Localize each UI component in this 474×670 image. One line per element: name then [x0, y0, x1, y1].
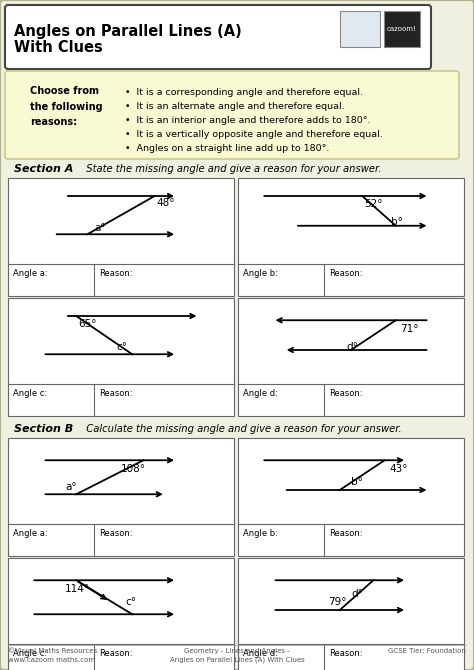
FancyBboxPatch shape [5, 5, 431, 69]
FancyBboxPatch shape [5, 71, 459, 159]
Bar [238, 558, 464, 670]
Text: 71°: 71° [400, 324, 419, 334]
Bar [340, 11, 380, 47]
Text: State the missing angle and give a reason for your answer.: State the missing angle and give a reaso… [80, 164, 382, 174]
Text: Reason:: Reason: [329, 649, 363, 658]
Text: a°: a° [65, 482, 77, 492]
Text: Reason:: Reason: [99, 389, 132, 398]
Bar [238, 298, 464, 416]
Text: c°: c° [126, 597, 137, 607]
Text: 43°: 43° [389, 464, 408, 474]
Bar [8, 558, 234, 670]
Text: cazoom!: cazoom! [387, 26, 417, 32]
Text: Section B: Section B [14, 424, 73, 434]
Text: Angle b:: Angle b: [243, 269, 278, 278]
Bar [8, 298, 234, 416]
Bar [384, 11, 420, 47]
Bar [238, 438, 464, 556]
Text: Angles on Parallel Lines (A): Angles on Parallel Lines (A) [14, 24, 242, 39]
Text: 114°: 114° [65, 584, 90, 594]
Text: Angle c:: Angle c: [13, 649, 47, 658]
Text: Calculate the missing angle and give a reason for your answer.: Calculate the missing angle and give a r… [80, 424, 401, 434]
Text: ©Visual Maths Resources
www.cazoom maths.com: ©Visual Maths Resources www.cazoom maths… [8, 648, 97, 663]
Text: Angle a:: Angle a: [13, 529, 47, 538]
Bar [8, 178, 234, 296]
Text: •  It is a vertically opposite angle and therefore equal.: • It is a vertically opposite angle and … [125, 130, 383, 139]
Text: 79°: 79° [328, 597, 347, 607]
Text: Reason:: Reason: [329, 269, 363, 278]
Text: c°: c° [117, 342, 128, 352]
Text: Choose from
the following
reasons:: Choose from the following reasons: [30, 86, 103, 127]
Text: •  It is an alternate angle and therefore equal.: • It is an alternate angle and therefore… [125, 102, 345, 111]
Text: Reason:: Reason: [329, 529, 363, 538]
Text: Angle a:: Angle a: [13, 269, 47, 278]
Text: Angle c:: Angle c: [13, 389, 47, 398]
Text: 48°: 48° [157, 198, 175, 208]
Text: •  Angles on a straight line add up to 180°.: • Angles on a straight line add up to 18… [125, 144, 329, 153]
Text: d°: d° [351, 589, 363, 599]
Text: b°: b° [351, 477, 363, 487]
Text: d°: d° [346, 342, 358, 352]
Text: Angle b:: Angle b: [243, 529, 278, 538]
Text: Reason:: Reason: [329, 389, 363, 398]
Text: Angle d:: Angle d: [243, 389, 278, 398]
Text: Angle d:: Angle d: [243, 649, 278, 658]
Bar [8, 438, 234, 556]
Text: •  It is an interior angle and therefore adds to 180°.: • It is an interior angle and therefore … [125, 116, 371, 125]
Text: b°: b° [392, 217, 403, 227]
Text: Reason:: Reason: [99, 649, 132, 658]
Text: GCSE Tier: Foundation: GCSE Tier: Foundation [388, 648, 466, 654]
Text: a°: a° [94, 223, 106, 233]
Text: Geometry - Lines and Angles -
Angles on Parallel Lines (A) With Clues: Geometry - Lines and Angles - Angles on … [170, 648, 304, 663]
Text: Reason:: Reason: [99, 269, 132, 278]
Text: Reason:: Reason: [99, 529, 132, 538]
Text: Section A: Section A [14, 164, 73, 174]
Bar [238, 178, 464, 296]
Text: 52°: 52° [365, 200, 383, 210]
Text: 65°: 65° [78, 320, 97, 330]
Text: 108°: 108° [121, 464, 146, 474]
Text: •  It is a corresponding angle and therefore equal.: • It is a corresponding angle and theref… [125, 88, 363, 97]
Text: With Clues: With Clues [14, 40, 103, 55]
